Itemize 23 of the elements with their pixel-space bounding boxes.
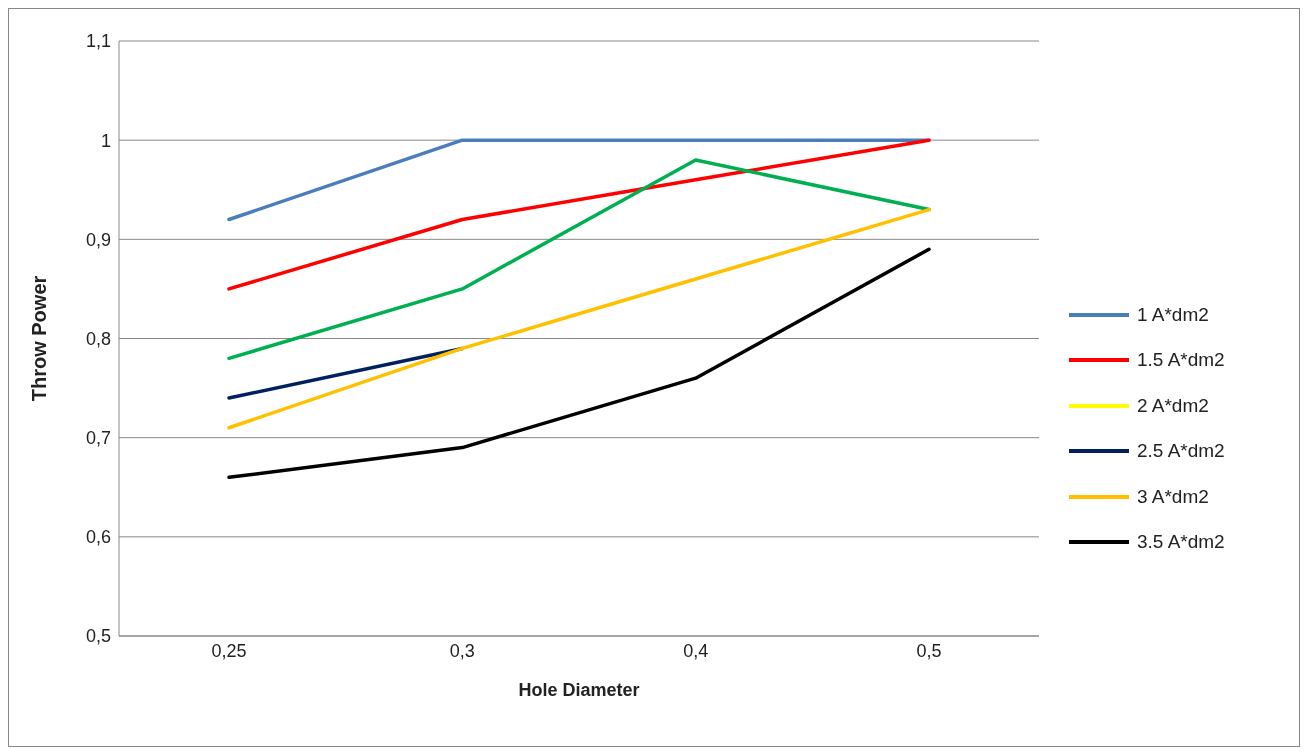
legend-label: 1 A*dm2 (1137, 303, 1209, 326)
line-series (227, 207, 931, 430)
y-tick-label: 1,1 (85, 31, 111, 52)
y-axis-title: Throw Power (28, 275, 51, 402)
legend-label: 1.5 A*dm2 (1137, 349, 1225, 372)
x-tick-label: 0,5 (916, 640, 942, 661)
y-tick-label: 0,6 (85, 527, 111, 548)
x-tick-label: 0,25 (211, 640, 247, 661)
legend-label: 2.5 A*dm2 (1137, 440, 1225, 463)
x-tick-label: 0,4 (683, 640, 709, 661)
y-tick-label: 1 (100, 130, 111, 151)
y-tick-label: 0,9 (85, 229, 111, 250)
y-tick-label: 0,5 (85, 626, 111, 647)
legend-label: 3 A*dm2 (1137, 485, 1209, 508)
line-series (227, 247, 931, 480)
y-tick-label: 0,7 (85, 428, 111, 449)
y-tick-label: 0,8 (85, 328, 111, 349)
line-series (227, 138, 931, 291)
x-axis-title: Hole Diameter (518, 680, 640, 700)
legend-label: 2 A*dm2 (1137, 394, 1209, 417)
line-series (227, 158, 931, 361)
x-tick-label: 0,3 (449, 640, 475, 661)
legend-label: 3.5 A*dm2 (1137, 531, 1225, 554)
